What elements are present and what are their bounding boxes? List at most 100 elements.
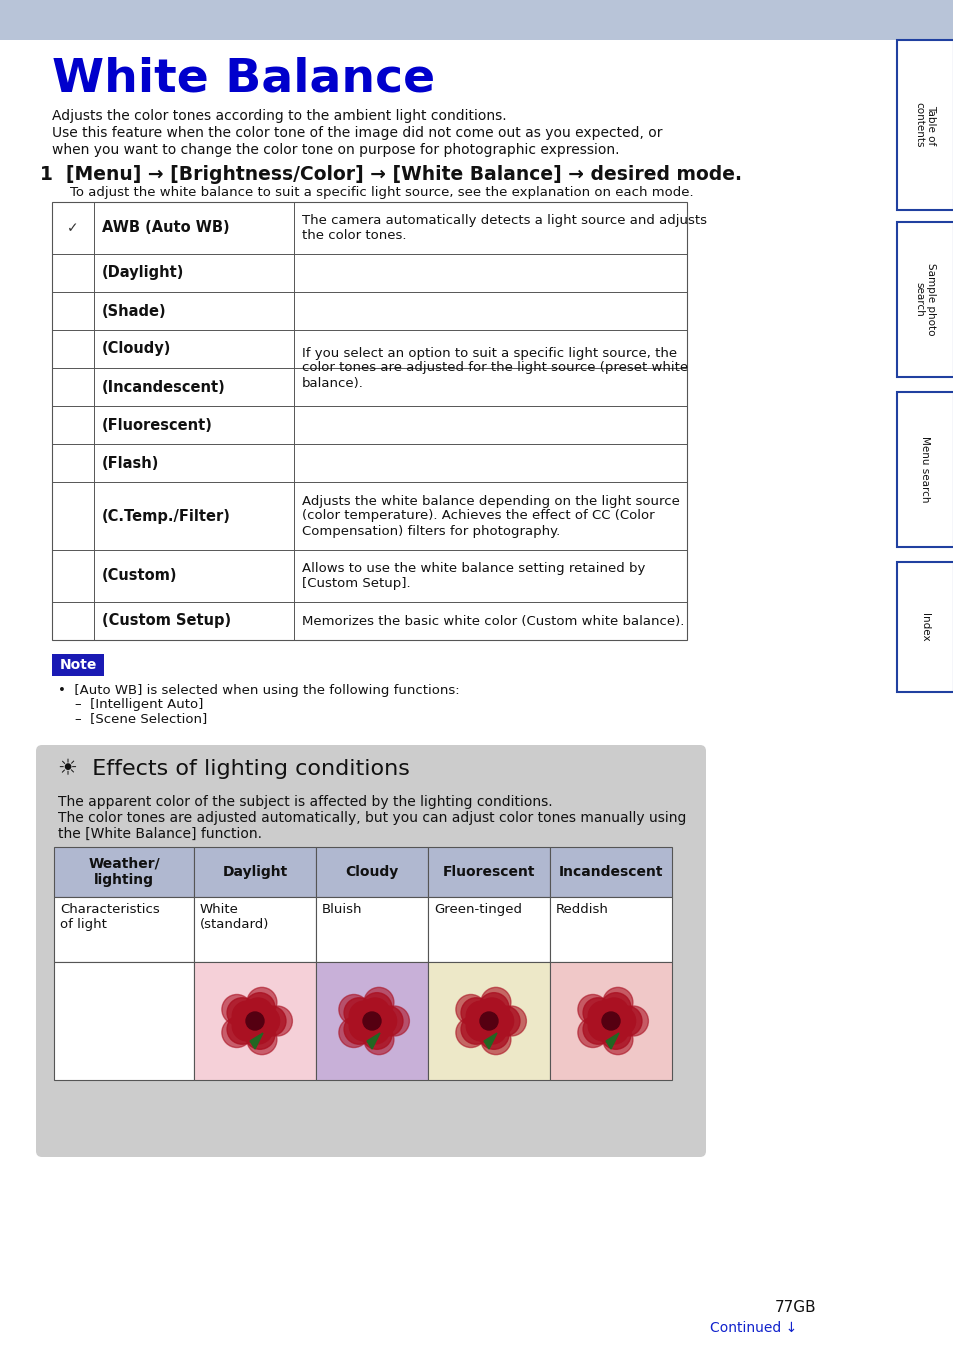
Circle shape [243, 1014, 273, 1044]
Circle shape [480, 1025, 511, 1054]
Bar [54, 847, 193, 897]
Circle shape [379, 1006, 409, 1035]
Bar [428, 847, 550, 897]
Circle shape [245, 993, 274, 1023]
Circle shape [373, 1006, 402, 1035]
Text: Allows to use the white balance setting retained by
[Custom Setup].: Allows to use the white balance setting … [302, 562, 644, 590]
Text: Reddish: Reddish [556, 902, 608, 916]
Bar [193, 962, 315, 1080]
Circle shape [466, 1011, 496, 1041]
Bar [896, 39, 953, 210]
Text: (Incandescent): (Incandescent) [102, 380, 226, 395]
Text: Weather/
lighting: Weather/ lighting [88, 856, 160, 887]
FancyBboxPatch shape [36, 745, 705, 1158]
Circle shape [232, 1001, 262, 1031]
Bar [428, 897, 550, 962]
Circle shape [361, 1019, 392, 1049]
Text: Characteristics
of light: Characteristics of light [60, 902, 159, 931]
Circle shape [618, 1006, 648, 1035]
Circle shape [601, 1012, 619, 1030]
Text: Menu search: Menu search [920, 436, 929, 502]
Text: Use this feature when the color tone of the image did not come out as you expect: Use this feature when the color tone of … [52, 126, 661, 140]
Circle shape [612, 1006, 641, 1035]
Text: •  [Auto WB] is selected when using the following functions:: • [Auto WB] is selected when using the f… [58, 684, 459, 697]
Circle shape [460, 1014, 491, 1045]
Text: Adjusts the color tones according to the ambient light conditions.: Adjusts the color tones according to the… [52, 109, 506, 123]
Circle shape [466, 1001, 496, 1031]
Circle shape [478, 1019, 508, 1049]
Polygon shape [605, 1033, 618, 1049]
Text: The camera automatically detects a light source and adjusts
the color tones.: The camera automatically detects a light… [302, 214, 706, 242]
Polygon shape [250, 1033, 263, 1049]
Text: –  [Scene Selection]: – [Scene Selection] [58, 712, 207, 725]
Circle shape [363, 988, 394, 1018]
Text: White
(standard): White (standard) [200, 902, 269, 931]
Circle shape [496, 1006, 526, 1035]
Circle shape [598, 997, 628, 1029]
Text: the [White Balance] function.: the [White Balance] function. [58, 826, 262, 841]
Circle shape [600, 993, 630, 1023]
Circle shape [262, 1006, 292, 1035]
Text: The apparent color of the subject is affected by the lighting conditions.: The apparent color of the subject is aff… [58, 795, 552, 809]
Circle shape [476, 997, 506, 1029]
Circle shape [243, 997, 273, 1029]
Bar [315, 847, 428, 897]
Circle shape [255, 1006, 286, 1035]
Circle shape [344, 1014, 374, 1045]
Bar [54, 897, 193, 962]
Circle shape [338, 995, 369, 1025]
Text: 77GB: 77GB [774, 1300, 816, 1315]
Bar [896, 392, 953, 547]
Circle shape [490, 1006, 519, 1035]
Text: The color tones are adjusted automatically, but you can adjust color tones manua: The color tones are adjusted automatical… [58, 811, 685, 825]
Bar [550, 897, 671, 962]
Bar [193, 897, 315, 962]
Bar [193, 847, 315, 897]
Bar [896, 223, 953, 377]
Circle shape [578, 995, 607, 1025]
Circle shape [250, 1006, 279, 1035]
Circle shape [600, 1019, 630, 1049]
Text: Table of
contents: Table of contents [914, 102, 935, 148]
Circle shape [602, 988, 632, 1018]
Circle shape [232, 1011, 262, 1041]
Bar [550, 847, 671, 897]
Circle shape [349, 1011, 379, 1041]
Text: (Flash): (Flash) [102, 456, 159, 471]
Bar [52, 654, 104, 676]
Circle shape [588, 1011, 618, 1041]
Circle shape [222, 995, 252, 1025]
Bar [0, 0, 953, 39]
Text: Incandescent: Incandescent [558, 864, 662, 879]
Text: 1  [Menu] → [Brightness/Color] → [White Balance] → desired mode.: 1 [Menu] → [Brightness/Color] → [White B… [40, 166, 741, 185]
Circle shape [222, 1018, 252, 1048]
Bar [315, 897, 428, 962]
Circle shape [363, 1025, 394, 1054]
Text: Continued ↓: Continued ↓ [709, 1320, 797, 1335]
Circle shape [479, 1012, 497, 1030]
Circle shape [227, 1014, 256, 1045]
Bar [52, 202, 686, 641]
Text: Sample photo
search: Sample photo search [914, 263, 935, 335]
Text: ✓: ✓ [67, 221, 79, 235]
Circle shape [366, 1006, 396, 1035]
Bar [54, 962, 193, 1080]
Circle shape [359, 997, 390, 1029]
Circle shape [456, 995, 485, 1025]
Text: If you select an option to suit a specific light source, the
color tones are adj: If you select an option to suit a specif… [302, 346, 687, 389]
Circle shape [247, 1025, 276, 1054]
Text: Green-tinged: Green-tinged [434, 902, 521, 916]
Circle shape [588, 1001, 618, 1031]
Text: Bluish: Bluish [322, 902, 362, 916]
Text: (Fluorescent): (Fluorescent) [102, 418, 213, 433]
Bar [550, 962, 671, 1080]
Bar [315, 962, 428, 1080]
Polygon shape [367, 1033, 379, 1049]
Text: ☀  Effects of lighting conditions: ☀ Effects of lighting conditions [58, 759, 410, 779]
Circle shape [245, 1019, 274, 1049]
Circle shape [476, 1014, 506, 1044]
Text: Note: Note [59, 658, 96, 672]
Circle shape [227, 997, 256, 1027]
Circle shape [605, 1006, 635, 1035]
Circle shape [480, 988, 511, 1018]
